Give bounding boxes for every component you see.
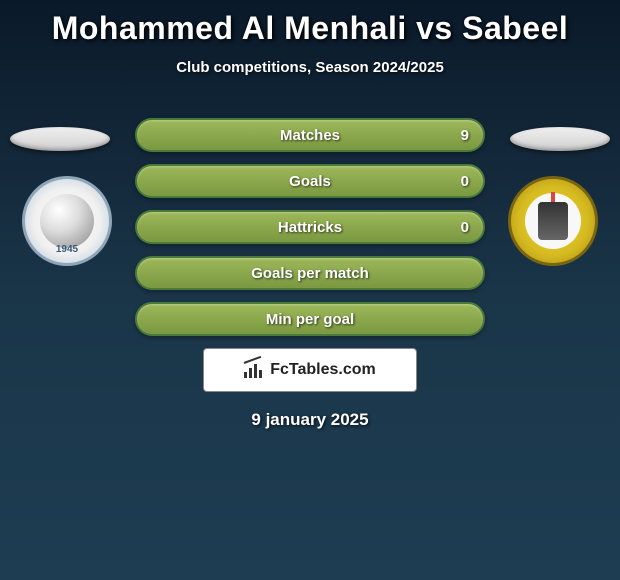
flag-right <box>510 127 610 151</box>
stat-label: Hattricks <box>278 219 342 236</box>
stat-label: Min per goal <box>266 311 354 328</box>
chart-icon <box>244 362 264 378</box>
stat-row-matches: Matches 9 <box>135 118 485 152</box>
brand-text: FcTables.com <box>270 361 376 379</box>
page-title: Mohammed Al Menhali vs Sabeel <box>0 0 620 47</box>
club-year: 1945 <box>56 244 78 255</box>
date-text: 9 january 2025 <box>0 410 620 430</box>
stat-value: 0 <box>461 219 469 236</box>
stat-label: Goals <box>289 173 331 190</box>
club-badge-right <box>508 176 598 266</box>
stat-row-min-per-goal: Min per goal <box>135 302 485 336</box>
club-emblem-icon <box>525 193 581 249</box>
stat-row-hattricks: Hattricks 0 <box>135 210 485 244</box>
brand-badge[interactable]: FcTables.com <box>203 348 417 392</box>
flag-left <box>10 127 110 151</box>
club-badge-left: 1945 <box>22 176 112 266</box>
stats-container: Matches 9 Goals 0 Hattricks 0 Goals per … <box>135 118 485 336</box>
stat-label: Goals per match <box>251 265 369 282</box>
soccer-ball-icon <box>40 194 94 248</box>
stat-label: Matches <box>280 127 340 144</box>
stat-row-goals: Goals 0 <box>135 164 485 198</box>
subtitle: Club competitions, Season 2024/2025 <box>0 59 620 76</box>
stat-value: 9 <box>461 127 469 144</box>
stat-value: 0 <box>461 173 469 190</box>
stat-row-goals-per-match: Goals per match <box>135 256 485 290</box>
